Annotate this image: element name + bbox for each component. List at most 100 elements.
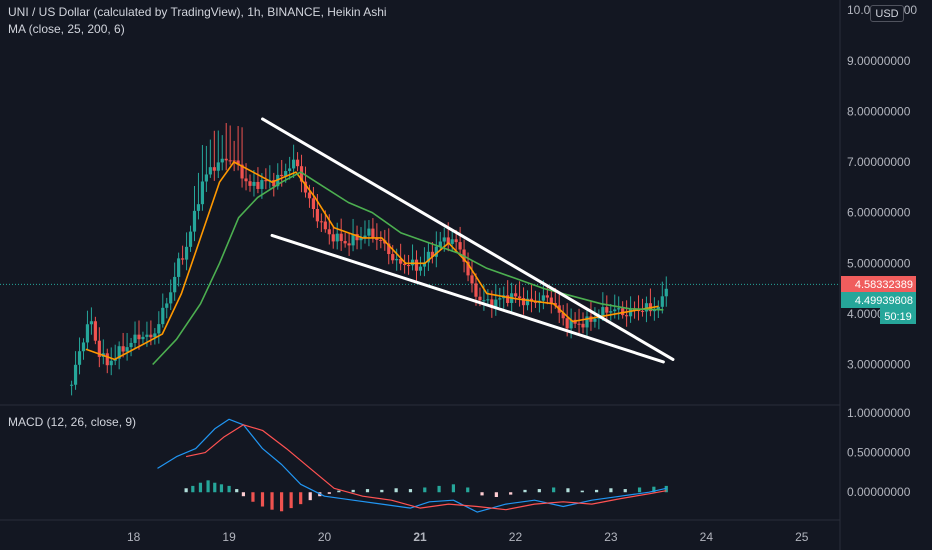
candle-body bbox=[486, 299, 490, 301]
candle-body bbox=[85, 324, 90, 343]
trendline-drawings[interactable] bbox=[261, 117, 675, 364]
candle-body bbox=[161, 307, 165, 325]
candle-body bbox=[442, 237, 446, 242]
candle-body bbox=[644, 303, 649, 312]
candle-body bbox=[129, 342, 133, 348]
candle-body bbox=[208, 167, 212, 175]
macd-histogram-bar bbox=[251, 492, 255, 502]
candle-body bbox=[355, 234, 359, 241]
macd-histogram-bar bbox=[191, 485, 195, 493]
macd-histogram-bar bbox=[580, 490, 584, 493]
candle-body bbox=[549, 297, 553, 304]
candle-body bbox=[403, 263, 407, 266]
candle-body bbox=[569, 319, 573, 329]
time-tick-label: 22 bbox=[509, 530, 523, 544]
macd-histogram-bar bbox=[279, 492, 284, 512]
candle-body bbox=[470, 275, 474, 284]
candle-body bbox=[228, 160, 232, 162]
macd-histogram-bar bbox=[537, 489, 541, 493]
macd-histogram-bar bbox=[394, 488, 398, 493]
candle-body bbox=[541, 295, 545, 301]
candle-body bbox=[363, 235, 367, 238]
candle-body bbox=[315, 208, 319, 222]
candle-body bbox=[157, 324, 161, 334]
macd-axis[interactable]: 0.00000000 0.50000000 1.00000000 bbox=[847, 406, 911, 499]
candle-body bbox=[77, 351, 82, 365]
candle-body bbox=[367, 228, 371, 236]
candle-body bbox=[545, 295, 549, 298]
candle-body bbox=[173, 276, 177, 293]
price-tick-label: 5.00000000 bbox=[847, 256, 911, 270]
macd-histogram-bar bbox=[594, 489, 599, 493]
macd-histogram-bar bbox=[423, 487, 427, 493]
time-tick-label: 21 bbox=[413, 530, 427, 544]
candle-body bbox=[212, 167, 216, 171]
candle-body bbox=[141, 336, 145, 340]
candle-body bbox=[514, 293, 518, 297]
macd-histogram-bar bbox=[299, 492, 303, 505]
candle-body bbox=[521, 298, 526, 306]
candle-body bbox=[474, 283, 478, 297]
candle-body bbox=[125, 347, 129, 352]
candle-body bbox=[288, 168, 292, 172]
candle-body bbox=[561, 312, 565, 319]
candle-body bbox=[399, 258, 403, 264]
candle-body bbox=[498, 298, 502, 300]
candle-body bbox=[165, 303, 169, 308]
candle-body bbox=[97, 340, 101, 357]
macd-histogram-bar bbox=[213, 482, 217, 493]
candle-body bbox=[169, 292, 173, 304]
candle-body bbox=[621, 308, 625, 316]
macd-histogram-bar bbox=[408, 489, 413, 493]
candle-body bbox=[533, 301, 538, 303]
candle-body bbox=[117, 346, 121, 359]
candle-body bbox=[391, 254, 395, 261]
candle-body bbox=[478, 296, 482, 301]
price-badges: 4.58332389 4.49939808 50:19 bbox=[841, 276, 916, 324]
trendline-2 bbox=[270, 233, 665, 364]
candle-body bbox=[121, 346, 125, 352]
macd-legend[interactable]: MACD (12, 26, close, 9) bbox=[8, 415, 137, 429]
candle-body bbox=[240, 164, 244, 179]
time-tick-label: 24 bbox=[700, 530, 714, 544]
time-axis[interactable]: 18 19 20 21 22 23 24 25 bbox=[127, 530, 809, 544]
candle-body bbox=[581, 323, 585, 328]
macd-histogram-bar bbox=[637, 487, 642, 493]
candle-body bbox=[327, 229, 331, 235]
macd-histogram-bar bbox=[437, 485, 441, 493]
candle-body bbox=[248, 181, 252, 186]
macd-histogram-bar bbox=[609, 488, 613, 493]
candle-body bbox=[133, 334, 137, 343]
macd-histogram-bar bbox=[198, 482, 203, 493]
chart-title: UNI / US Dollar (calculated by TradingVi… bbox=[8, 5, 387, 19]
price-tick-label: 9.00000000 bbox=[847, 54, 911, 68]
macd-histogram-bar bbox=[664, 485, 668, 493]
candle-body bbox=[434, 246, 438, 257]
candle-body bbox=[414, 259, 419, 271]
candle-body bbox=[295, 159, 300, 167]
price-tick-label: 3.00000000 bbox=[847, 358, 911, 372]
candle-body bbox=[264, 180, 268, 182]
macd-histogram-bar bbox=[184, 488, 188, 493]
macd-histogram-bar bbox=[566, 488, 570, 493]
candle-body bbox=[395, 258, 399, 261]
candle-body bbox=[359, 237, 363, 241]
macd-histogram-bar bbox=[260, 492, 265, 507]
macd-histogram-bar bbox=[227, 485, 231, 493]
candle-body bbox=[375, 238, 379, 240]
candle-body bbox=[339, 233, 343, 242]
candle-body bbox=[351, 234, 355, 246]
ma-legend[interactable]: MA (close, 25, 200, 6) bbox=[8, 22, 125, 36]
candle-body bbox=[589, 316, 593, 322]
currency-button[interactable]: USD bbox=[870, 5, 904, 22]
candle-body bbox=[244, 178, 248, 182]
candle-body bbox=[331, 234, 335, 242]
candle-body bbox=[81, 342, 86, 352]
candlestick-series[interactable] bbox=[69, 123, 668, 396]
candle-body bbox=[585, 316, 589, 328]
macd-pane[interactable] bbox=[157, 418, 668, 513]
candle-body bbox=[204, 174, 208, 182]
candle-body bbox=[196, 204, 201, 211]
macd-histogram-bar bbox=[365, 489, 370, 493]
